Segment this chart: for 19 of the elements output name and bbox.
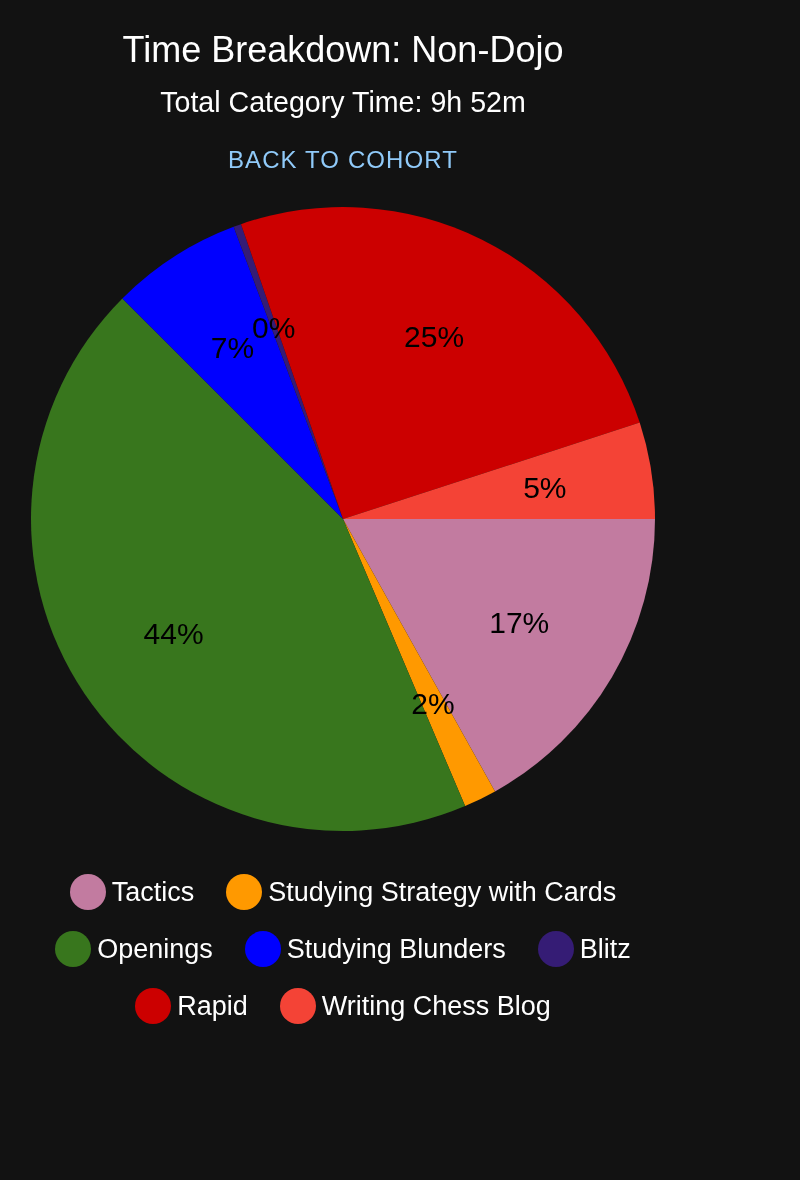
chart-subtitle: Total Category Time: 9h 52m — [160, 86, 526, 118]
pie-slice — [122, 226, 343, 519]
legend-label: Tactics — [111, 876, 195, 908]
legend-label: Studying Blunders — [286, 933, 506, 965]
data-label: 5% — [523, 470, 567, 504]
chart-title: Time Breakdown: Non-Dojo — [122, 29, 564, 70]
legend-label: Blitz — [579, 933, 631, 965]
data-label: 44% — [143, 616, 204, 650]
pie-slice — [343, 422, 655, 519]
text: BACK TO COHORT — [227, 146, 459, 173]
legend-label: Writing Chess Blog — [321, 990, 551, 1022]
legend-label: Studying Strategy with Cards — [268, 876, 617, 908]
pie-slice — [343, 519, 655, 792]
data-label: 17% — [489, 605, 550, 639]
data-label: 25% — [404, 319, 465, 353]
legend-label: Rapid — [177, 990, 248, 1022]
legend-label: Openings — [97, 933, 213, 965]
data-label: 0% — [252, 310, 296, 344]
pie-slice — [31, 298, 466, 831]
